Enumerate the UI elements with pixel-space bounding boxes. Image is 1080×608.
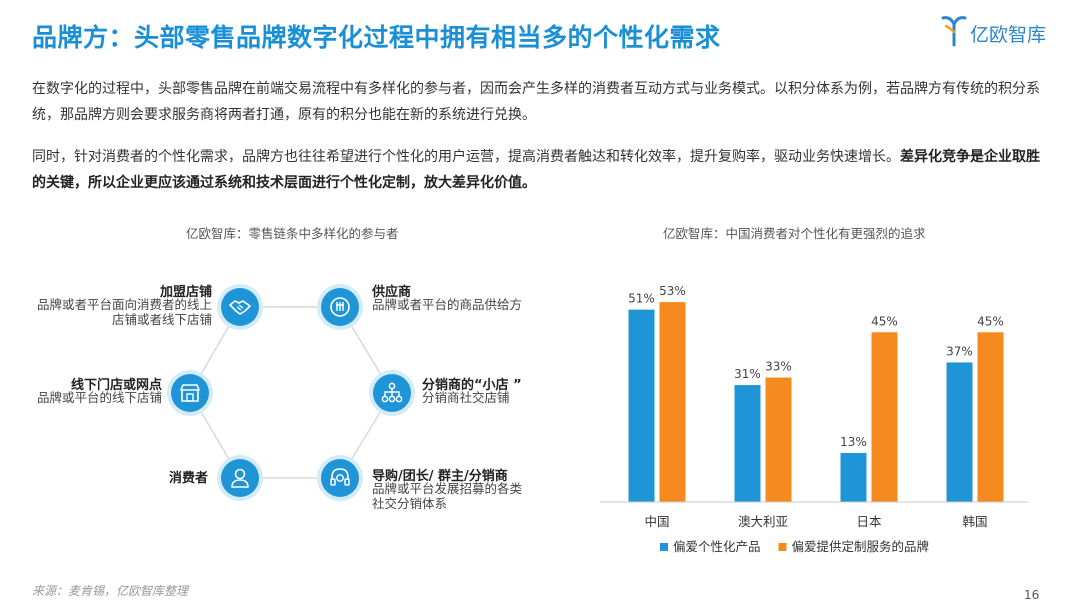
node-distributor-shop: [373, 374, 411, 412]
bar-custom-3: [977, 332, 1004, 502]
node-sales-guide: [321, 459, 359, 497]
chart-title: 亿欧智库：中国消费者对个性化有更强烈的追求: [663, 226, 926, 241]
node-title-consumer: 消费者: [168, 471, 208, 486]
node-offline-store: [171, 374, 209, 412]
logo-mark-icon: [941, 16, 967, 47]
user-icon: [231, 468, 249, 488]
node-title-supplier: 供应商: [372, 285, 412, 300]
legend-label: 偏爱提供定制服务的品牌: [792, 539, 930, 554]
node-title-franchise: 加盟店铺: [159, 285, 212, 300]
paragraph-2-emphasis: 差异化竞争是企业取胜的关键，所以企业更应该通过系统和技术层面进行个性化定制，放大…: [32, 149, 1040, 191]
brand-logo: 亿欧智库: [940, 14, 1060, 50]
page-title: 品牌方：头部零售品牌数字化过程中拥有相当多的个性化需求: [32, 23, 721, 52]
data-label: 45%: [977, 314, 1004, 328]
x-tick-label: 中国: [644, 514, 669, 529]
node-title-offline-store: 线下门店或网点: [70, 378, 162, 393]
network-icon: [381, 382, 403, 403]
bar-personalized-3: [946, 362, 973, 502]
bar-personalized-2: [840, 452, 867, 502]
source-note: 来源：麦肯锡，亿欧智库整理: [32, 584, 189, 598]
summary-paragraph: 同时，针对消费者的个性化需求，品牌方也往往希望进行个性化的用户运营，提高消费者触…: [32, 144, 1048, 196]
intro-paragraph: 在数字化的过程中，头部零售品牌在前端交易流程中有多样化的参与者，因而会产生多样的…: [32, 76, 1048, 128]
handshake-icon: [229, 300, 251, 315]
node-desc-distributor-shop: 分销商社交店铺: [422, 390, 510, 405]
bar-custom-2: [871, 332, 898, 502]
legend-swatch: [778, 543, 787, 551]
bar-custom-1: [765, 377, 792, 502]
bar-chart: 51% 53% 中国 31% 33% 澳大利亚 13% 45% 日本 37% 45% 韩国偏爱个性化产…: [600, 284, 1028, 554]
node-desc-franchise: 品牌或者平台面向消费者的线上店铺或者线下店铺: [36, 297, 212, 327]
node-desc-sales-guide: 品牌或平台发展招募的各类社交分销体系: [372, 481, 523, 511]
x-tick-label: 澳大利亚: [738, 514, 788, 529]
bar-personalized-0: [628, 309, 655, 502]
legend-swatch: [660, 543, 668, 551]
node-title-distributor-shop: 分销商的“小店 ”: [422, 378, 522, 393]
node-desc-supplier: 品牌或者平台的商品供给方: [372, 297, 523, 312]
data-label: 45%: [871, 314, 898, 328]
x-tick-label: 日本: [856, 514, 882, 529]
data-label: 53%: [659, 284, 686, 298]
page-number: 16: [1024, 588, 1040, 602]
data-label: 51%: [628, 292, 655, 306]
x-tick-label: 韩国: [962, 514, 987, 529]
legend-label: 偏爱个性化产品: [673, 539, 761, 554]
paragraph-2-text: 同时，针对消费者的个性化需求，品牌方也往往希望进行个性化的用户运营，提高消费者触…: [32, 149, 900, 165]
node-supplier: [321, 288, 359, 326]
data-label: 31%: [734, 367, 761, 381]
headset-icon: [330, 468, 350, 486]
node-consumer: [221, 459, 259, 497]
data-label: 13%: [840, 435, 867, 449]
node-title-sales-guide: 导购/团长/ 群主/分销商: [372, 469, 508, 484]
data-label: 33%: [765, 360, 792, 374]
bar-personalized-1: [734, 385, 761, 502]
diagram-title: 亿欧智库：零售链条中多样化的参与者: [186, 226, 399, 241]
store-icon: [180, 384, 200, 402]
bar-custom-0: [659, 302, 686, 502]
node-franchise: [221, 288, 259, 326]
paragraph-1: 在数字化的过程中，头部零售品牌在前端交易流程中有多样化的参与者，因而会产生多样的…: [32, 81, 1040, 123]
logo-text: 亿欧智库: [970, 24, 1047, 46]
supplier-icon: [330, 297, 350, 317]
data-label: 37%: [946, 344, 973, 358]
node-desc-offline-store: 品牌或平台的线下店铺: [36, 390, 162, 405]
